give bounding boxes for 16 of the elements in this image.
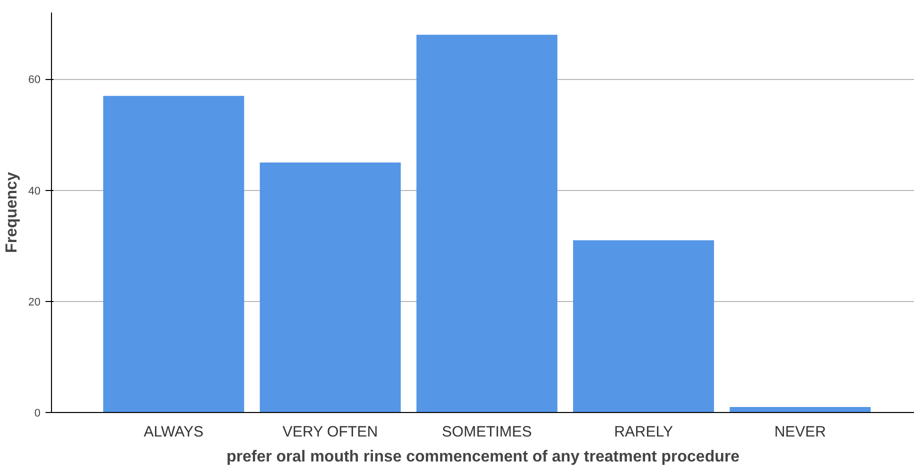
bar <box>103 96 244 412</box>
y-tick-label: 60 <box>28 74 41 86</box>
x-tick-label: ALWAYS <box>144 424 204 440</box>
bar <box>730 406 871 412</box>
y-tick-label: 20 <box>28 296 41 308</box>
x-axis-title: prefer oral mouth rinse commencement of any treatment procedure <box>226 448 740 466</box>
x-tick-label: NEVER <box>774 424 826 440</box>
y-tick-label: 40 <box>28 185 41 198</box>
bar <box>260 162 401 412</box>
y-tick-label: 0 <box>34 408 41 420</box>
x-tick-label: RARELY <box>614 424 674 440</box>
bar <box>416 34 558 412</box>
x-tick-label: VERY OFTEN <box>282 424 378 440</box>
y-axis-title: Frequency <box>3 172 20 253</box>
x-tick-label: SOMETIMES <box>442 424 532 440</box>
bar <box>573 240 714 412</box>
